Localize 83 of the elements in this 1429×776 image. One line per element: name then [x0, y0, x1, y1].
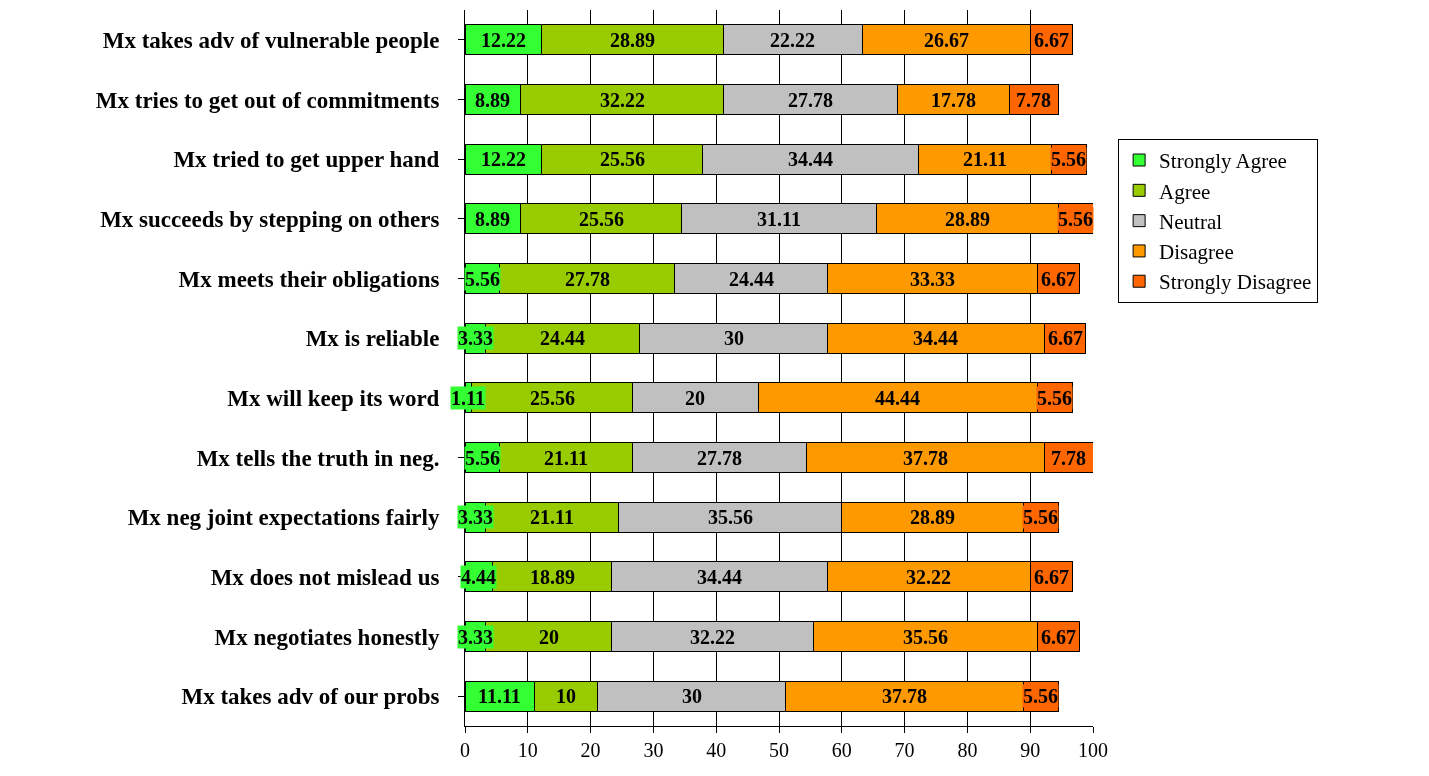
data-label: 7.78 [1016, 89, 1051, 111]
y-tick-label: Mx meets their obligations [178, 266, 440, 292]
y-tick-label: Mx will keep its word [227, 385, 440, 411]
y-tick-label: Mx tried to get upper hand [173, 147, 440, 173]
data-label: 35.56 [708, 506, 753, 528]
data-label: 20 [685, 387, 705, 409]
data-label: 28.89 [910, 506, 955, 528]
data-label: 11.11 [478, 685, 521, 707]
data-label: 5.56 [1051, 148, 1086, 170]
data-label: 27.78 [697, 447, 742, 469]
data-label: 21.11 [530, 506, 574, 528]
data-label: 18.89 [530, 566, 575, 588]
data-label: 34.44 [788, 148, 833, 170]
y-tick-label: Mx tries to get out of commitments [95, 87, 440, 113]
y-tick-label: Mx succeeds by stepping on others [100, 206, 440, 232]
data-label: 25.56 [530, 387, 575, 409]
data-label: 5.56 [465, 268, 500, 290]
legend-label: Strongly Disagree [1159, 270, 1312, 295]
data-label: 6.67 [1041, 626, 1076, 648]
x-tick-label: 70 [894, 739, 915, 761]
data-label: 31.11 [757, 208, 801, 230]
data-label: 32.22 [600, 89, 645, 111]
data-label: 5.56 [1037, 387, 1072, 409]
data-label: 6.67 [1034, 29, 1069, 51]
data-label: 8.89 [475, 208, 510, 230]
y-tick-label: Mx is reliable [305, 326, 440, 352]
data-label: 22.22 [770, 29, 815, 51]
data-label: 44.44 [875, 387, 920, 409]
x-tick-label: 40 [706, 739, 727, 761]
data-label: 28.89 [945, 208, 990, 230]
x-tick-label: 90 [1020, 739, 1041, 761]
data-label: 10 [556, 685, 576, 707]
data-label: 25.56 [600, 148, 645, 170]
x-tick-label: 0 [460, 739, 470, 761]
data-label: 37.78 [882, 685, 927, 707]
data-label: 27.78 [565, 268, 610, 290]
data-label: 33.33 [910, 268, 955, 290]
data-label: 5.56 [1023, 685, 1058, 707]
data-label: 30 [682, 685, 702, 707]
y-tick-label: Mx neg joint expectations fairly [127, 505, 440, 531]
y-tick-label: Mx tells the truth in neg. [196, 445, 440, 471]
x-tick-label: 50 [769, 739, 789, 761]
data-label: 5.56 [1023, 506, 1058, 528]
legend-label: Agree [1159, 179, 1211, 204]
data-label: 6.67 [1034, 566, 1069, 588]
y-tick-label: Mx does not mislead us [210, 564, 440, 590]
legend-label: Disagree [1159, 240, 1234, 265]
data-label: 12.22 [481, 148, 526, 170]
data-label: 25.56 [579, 208, 624, 230]
data-label: 8.89 [475, 89, 510, 111]
data-label: 5.56 [1058, 208, 1093, 230]
y-tick-label: Mx negotiates honestly [214, 624, 440, 650]
data-label: 27.78 [788, 89, 833, 111]
x-tick-label: 80 [957, 739, 978, 761]
data-label: 6.67 [1048, 327, 1083, 349]
data-label: 30 [724, 327, 744, 349]
x-tick-label: 20 [580, 739, 601, 761]
data-label: 26.67 [924, 29, 969, 51]
data-label: 12.22 [481, 29, 526, 51]
data-label: 24.44 [729, 268, 774, 290]
y-tick-label: Mx takes adv of our probs [181, 684, 440, 710]
data-label: 34.44 [697, 566, 742, 588]
y-tick-label: Mx takes adv of vulnerable people [102, 27, 440, 53]
data-label: 35.56 [903, 626, 948, 648]
data-label: 32.22 [906, 566, 951, 588]
x-tick-label: 10 [517, 739, 538, 761]
data-label: 21.11 [544, 447, 588, 469]
data-label: 34.44 [913, 327, 958, 349]
data-label: 5.56 [465, 447, 500, 469]
data-label: 37.78 [903, 447, 948, 469]
data-label: 6.67 [1041, 268, 1076, 290]
data-label: 21.11 [963, 148, 1007, 170]
x-tick-label: 60 [831, 739, 852, 761]
legend-label: Neutral [1159, 209, 1223, 234]
x-tick-label: 100 [1078, 739, 1108, 761]
data-label: 20 [539, 626, 559, 648]
x-tick-label: 30 [643, 739, 664, 761]
data-label: 7.78 [1051, 447, 1086, 469]
data-label: 28.89 [610, 29, 655, 51]
data-label: 32.22 [690, 626, 735, 648]
data-label: 24.44 [540, 327, 585, 349]
data-label: 17.78 [931, 89, 976, 111]
legend-label: Strongly Agree [1159, 149, 1287, 174]
